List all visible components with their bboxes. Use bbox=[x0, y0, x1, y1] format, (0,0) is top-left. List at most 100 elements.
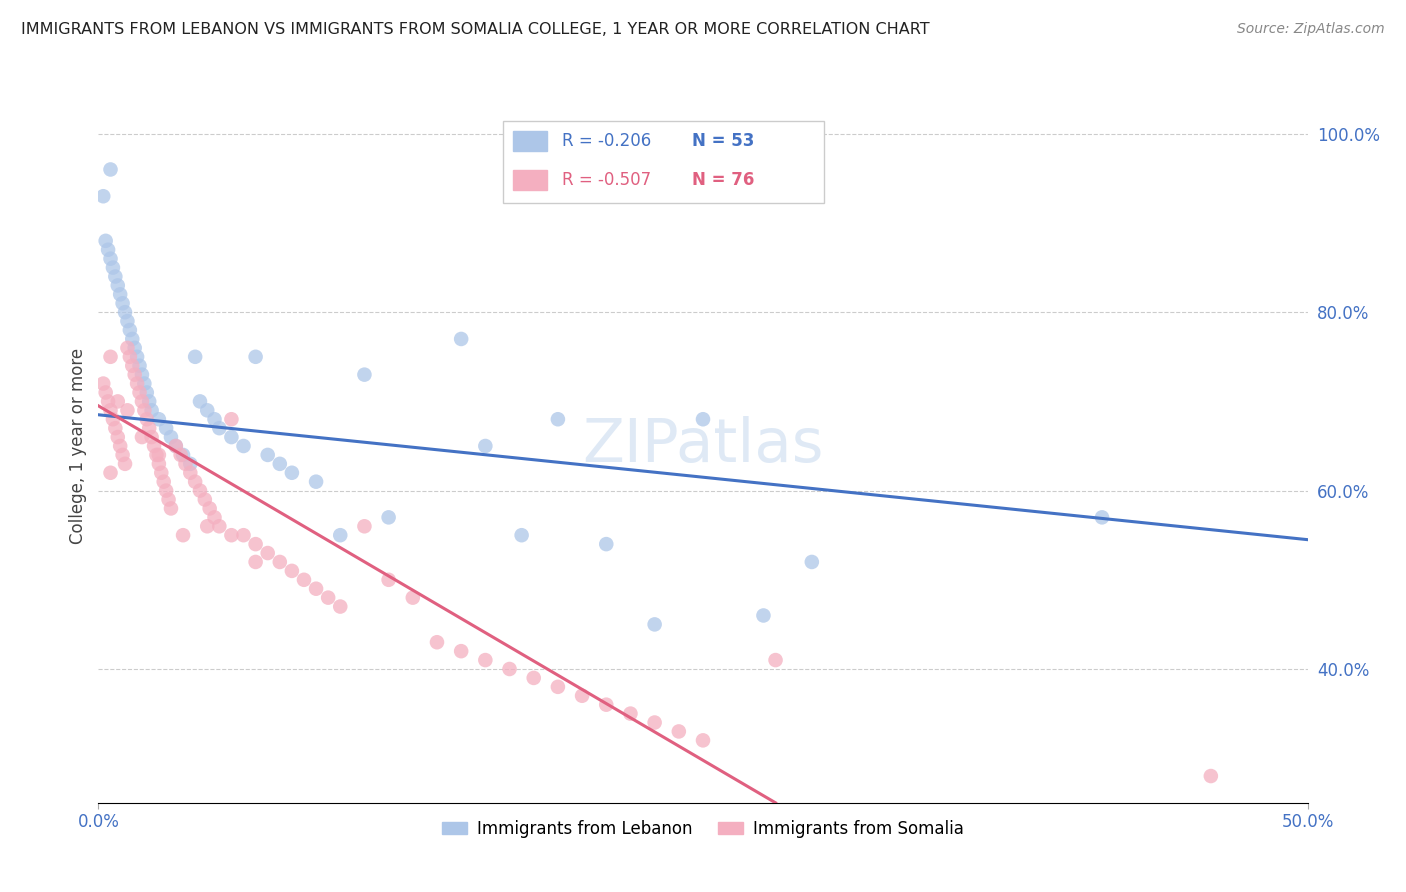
Point bbox=[134, 376, 156, 391]
Point bbox=[221, 528, 243, 542]
Point bbox=[172, 448, 194, 462]
Text: R = -0.507: R = -0.507 bbox=[561, 171, 651, 189]
Point bbox=[198, 501, 221, 516]
Point bbox=[155, 421, 177, 435]
Text: N = 76: N = 76 bbox=[692, 171, 755, 189]
Point bbox=[184, 350, 207, 364]
Point bbox=[619, 706, 641, 721]
Y-axis label: College, 1 year or more: College, 1 year or more bbox=[69, 348, 87, 544]
Point bbox=[108, 439, 131, 453]
Point bbox=[194, 492, 217, 507]
Point bbox=[305, 475, 328, 489]
Point bbox=[245, 537, 267, 551]
Point bbox=[353, 519, 375, 533]
Point bbox=[204, 510, 226, 524]
Point bbox=[148, 412, 170, 426]
Point bbox=[118, 323, 141, 337]
Point bbox=[184, 475, 207, 489]
Text: IMMIGRANTS FROM LEBANON VS IMMIGRANTS FROM SOMALIA COLLEGE, 1 YEAR OR MORE CORRE: IMMIGRANTS FROM LEBANON VS IMMIGRANTS FR… bbox=[21, 22, 929, 37]
Point bbox=[510, 528, 533, 542]
Point bbox=[128, 359, 150, 373]
Point bbox=[165, 439, 187, 453]
Point bbox=[281, 564, 304, 578]
Legend: Immigrants from Lebanon, Immigrants from Somalia: Immigrants from Lebanon, Immigrants from… bbox=[436, 814, 970, 845]
Point bbox=[150, 466, 173, 480]
Point bbox=[450, 644, 472, 658]
Point bbox=[292, 573, 315, 587]
Point bbox=[100, 350, 122, 364]
Point bbox=[208, 519, 231, 533]
Point bbox=[208, 421, 231, 435]
Text: Source: ZipAtlas.com: Source: ZipAtlas.com bbox=[1237, 22, 1385, 37]
Point bbox=[143, 439, 166, 453]
Point bbox=[148, 457, 170, 471]
Point bbox=[135, 385, 157, 400]
Point bbox=[256, 546, 278, 560]
Point bbox=[765, 653, 787, 667]
Point bbox=[450, 332, 472, 346]
Point bbox=[1091, 510, 1114, 524]
Point bbox=[547, 680, 569, 694]
Point bbox=[377, 573, 399, 587]
Point bbox=[118, 350, 141, 364]
Point bbox=[160, 501, 183, 516]
Point bbox=[523, 671, 546, 685]
Point bbox=[160, 430, 183, 444]
Point bbox=[100, 162, 122, 177]
Text: ZIPatlas: ZIPatlas bbox=[582, 417, 824, 475]
Point bbox=[101, 412, 124, 426]
Point bbox=[692, 733, 714, 747]
Point bbox=[104, 421, 127, 435]
Point bbox=[221, 430, 243, 444]
Point bbox=[157, 492, 180, 507]
Point bbox=[474, 653, 496, 667]
Point bbox=[100, 252, 122, 266]
Point bbox=[174, 457, 197, 471]
Point bbox=[114, 457, 136, 471]
Point bbox=[353, 368, 375, 382]
Bar bbox=[513, 131, 547, 152]
Point bbox=[329, 528, 352, 542]
Point bbox=[111, 296, 134, 310]
Point bbox=[179, 466, 201, 480]
Point bbox=[100, 403, 122, 417]
Point bbox=[94, 234, 117, 248]
Point bbox=[188, 394, 211, 409]
Point bbox=[595, 537, 617, 551]
Point bbox=[474, 439, 496, 453]
Point bbox=[97, 243, 120, 257]
Point bbox=[114, 305, 136, 319]
Point bbox=[94, 385, 117, 400]
Point bbox=[644, 617, 666, 632]
Bar bbox=[513, 169, 547, 190]
Point bbox=[172, 528, 194, 542]
Point bbox=[111, 448, 134, 462]
Point bbox=[91, 376, 114, 391]
Point bbox=[107, 430, 129, 444]
Point bbox=[329, 599, 352, 614]
Point bbox=[148, 448, 170, 462]
Point bbox=[97, 394, 120, 409]
Point bbox=[138, 421, 160, 435]
Point bbox=[195, 519, 218, 533]
Point bbox=[188, 483, 211, 498]
Point bbox=[595, 698, 617, 712]
Point bbox=[107, 394, 129, 409]
Point bbox=[128, 385, 150, 400]
Point bbox=[117, 403, 139, 417]
Point bbox=[117, 314, 139, 328]
Point bbox=[141, 430, 163, 444]
Point bbox=[107, 278, 129, 293]
Point bbox=[141, 403, 163, 417]
Point bbox=[221, 412, 243, 426]
Point bbox=[124, 341, 146, 355]
Point bbox=[117, 341, 139, 355]
Point bbox=[134, 403, 156, 417]
Point bbox=[145, 448, 167, 462]
Point bbox=[121, 332, 143, 346]
Point bbox=[135, 412, 157, 426]
Text: R = -0.206: R = -0.206 bbox=[561, 132, 651, 150]
Point bbox=[245, 350, 267, 364]
Point bbox=[131, 368, 153, 382]
Point bbox=[179, 457, 201, 471]
